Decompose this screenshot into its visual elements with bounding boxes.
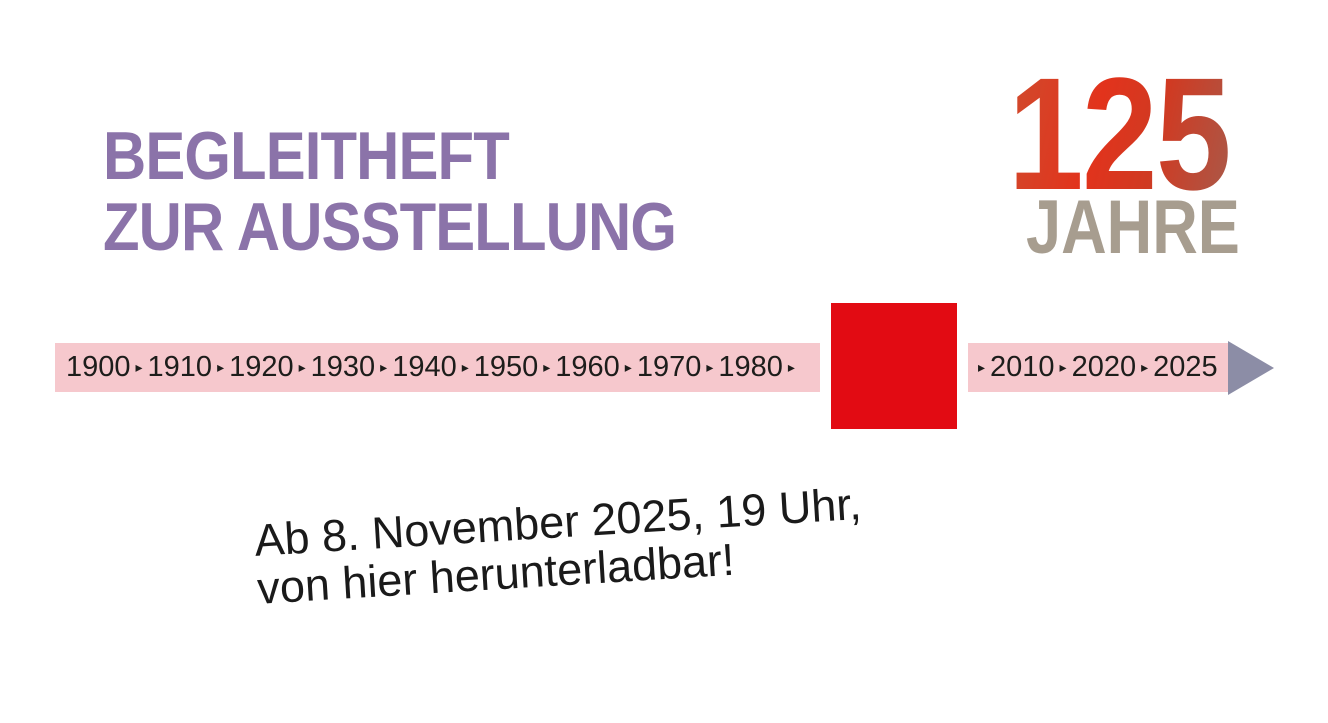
year-separator-icon: ▸: [543, 359, 551, 376]
timeline-year: 1980: [718, 351, 783, 383]
timeline-red-square[interactable]: [831, 303, 957, 429]
year-separator-icon: ▸: [787, 359, 795, 376]
year-separator-icon: ▸: [380, 359, 388, 376]
timeline-year: 2025: [1153, 351, 1218, 383]
timeline-year: 1950: [473, 351, 539, 383]
anniversary-number: 125: [1008, 44, 1232, 223]
year-separator-icon: ▸: [978, 359, 986, 376]
year-separator-icon: ▸: [1141, 359, 1149, 376]
timeline-year: 1930: [310, 351, 376, 383]
year-separator-icon: ▸: [135, 359, 143, 376]
timeline-year: 1960: [555, 351, 620, 383]
timeline-year: 2020: [1071, 351, 1137, 383]
page-title: BEGLEITHEFT ZUR AUSSTELLUNG: [103, 118, 677, 265]
title-line-1: BEGLEITHEFT: [103, 118, 510, 194]
download-note[interactable]: Ab 8. November 2025, 19 Uhr, von hier he…: [253, 478, 866, 614]
timeline-year: 1940: [392, 351, 457, 383]
anniversary-subtitle: JAHRE: [1026, 185, 1240, 270]
year-separator-icon: ▸: [298, 359, 306, 376]
timeline-year: 1920: [229, 351, 294, 383]
timeline-band-left: 1900 ▸ 1910 ▸ 1920 ▸ 1930 ▸ 1940 ▸ 1950 …: [55, 343, 820, 392]
year-separator-icon: ▸: [217, 359, 225, 376]
year-separator-icon: ▸: [624, 359, 632, 376]
timeline-arrowhead-icon: [1228, 341, 1274, 395]
year-separator-icon: ▸: [1059, 359, 1067, 376]
timeline-year: 1900: [66, 351, 131, 383]
title-line-2: ZUR AUSSTELLUNG: [103, 189, 677, 265]
year-separator-icon: ▸: [706, 359, 714, 376]
timeline-year: 1970: [636, 351, 702, 383]
timeline-band-right: ▸ 2010 ▸ 2020 ▸ 2025: [968, 343, 1228, 392]
timeline-year: 2010: [990, 351, 1055, 383]
year-separator-icon: ▸: [461, 359, 469, 376]
timeline-year: 1910: [147, 351, 213, 383]
